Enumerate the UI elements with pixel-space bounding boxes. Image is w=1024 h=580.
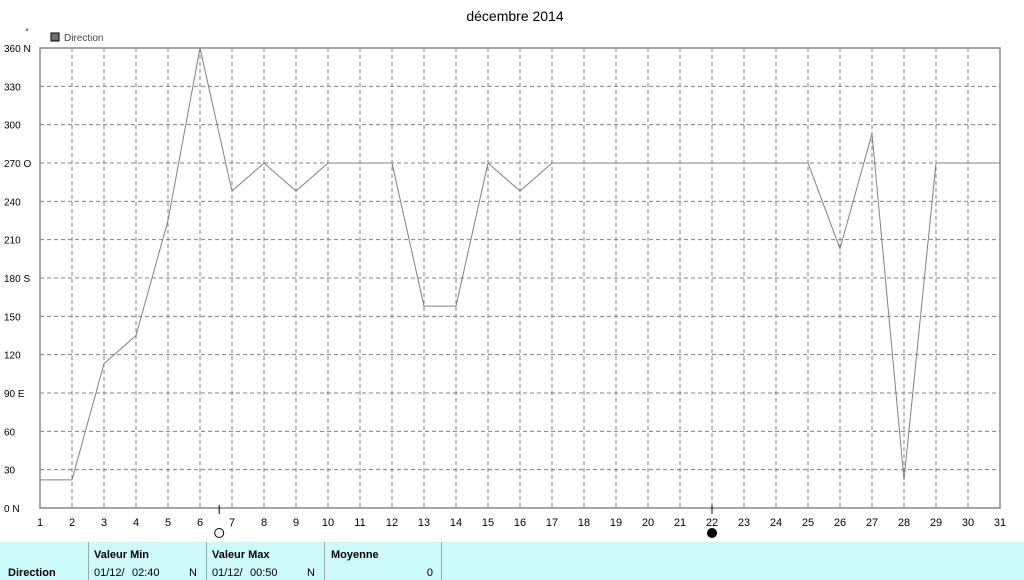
- legend: Direction: [50, 32, 103, 44]
- x-tick-label: 17: [546, 517, 558, 529]
- plot-frame: [39, 47, 1001, 509]
- stats-divider: [324, 542, 325, 580]
- x-tick-label: 30: [962, 517, 974, 529]
- y-tick-label: 0 N: [4, 504, 20, 515]
- y-tick-label: 360 N: [4, 44, 31, 55]
- x-tick-label: 25: [802, 517, 814, 529]
- stats-max-cell: Valeur Max 01/12/ 00:50 N: [207, 542, 324, 580]
- x-tick-label: 21: [674, 517, 686, 529]
- stats-max-time: 00:50: [250, 567, 278, 579]
- full-moon-icon: [214, 528, 225, 538]
- y-tick-label: 330: [4, 82, 21, 93]
- x-tick-label: 4: [133, 517, 139, 529]
- x-tick-label: 5: [165, 517, 171, 529]
- stats-max-date: 01/12/: [212, 567, 243, 579]
- x-tick-label: 8: [261, 517, 267, 529]
- y-tick-label: 180 S: [4, 274, 30, 285]
- stats-divider: [206, 542, 207, 580]
- stats-avg-header: Moyenne: [331, 549, 379, 561]
- x-tick-label: 18: [578, 517, 590, 529]
- x-tick-label: 14: [450, 517, 462, 529]
- x-tick-label: 31: [994, 517, 1006, 529]
- x-tick-label: 29: [930, 517, 942, 529]
- stats-min-value: N: [189, 567, 197, 579]
- y-tick-label: 210: [4, 236, 21, 247]
- y-tick-label: 300: [4, 121, 21, 132]
- x-tick-label: 1: [37, 517, 43, 529]
- y-tick-label: 120: [4, 351, 21, 362]
- x-tick-label: 9: [293, 517, 299, 529]
- y-tick-label: 270 O: [4, 159, 31, 170]
- new-moon-icon: [707, 528, 717, 538]
- series-line-direction: [40, 47, 1000, 481]
- x-tick-label: 16: [514, 517, 526, 529]
- stats-avg-value: 0: [426, 567, 433, 579]
- y-tick-label: 90 E: [4, 389, 25, 400]
- chart-title: décembre 2014: [466, 8, 564, 24]
- x-tick-label: 2: [69, 517, 75, 529]
- stats-min-time: 02:40: [132, 567, 160, 579]
- stats-divider: [88, 542, 89, 580]
- x-axis: 1 2 3 4 5 6 7 8 9 10 11 12 13 14 15 16 17 18 19 20 21 22 23 24 2…: [37, 517, 1006, 529]
- y-axis-unit: °: [25, 27, 29, 37]
- stats-min-cell: Valeur Min 01/12/ 02:40 N: [89, 542, 206, 580]
- moon-phase-markers: [214, 505, 717, 538]
- y-axis: 0 N 30 60 90 E 120 150 180 S 210 240 270 O 300 330 3…: [4, 44, 31, 515]
- x-tick-label: 27: [866, 517, 878, 529]
- x-tick-label: 22: [706, 517, 718, 529]
- x-tick-label: 26: [834, 517, 846, 529]
- grid: [40, 48, 1000, 508]
- stats-divider: [441, 542, 442, 580]
- x-tick-label: 13: [418, 517, 430, 529]
- y-tick-label: 150: [4, 312, 21, 323]
- stats-avg-cell: Moyenne 0: [325, 542, 441, 580]
- x-tick-label: 28: [898, 517, 910, 529]
- stats-row-label-cell: Direction: [0, 542, 88, 580]
- x-tick-label: 20: [642, 517, 654, 529]
- x-tick-label: 24: [770, 517, 782, 529]
- x-tick-label: 7: [229, 517, 235, 529]
- stats-min-date: 01/12/: [94, 567, 125, 579]
- x-tick-label: 19: [610, 517, 622, 529]
- x-tick-label: 10: [322, 517, 334, 529]
- x-tick-label: 23: [738, 517, 750, 529]
- x-tick-label: 3: [101, 517, 107, 529]
- stats-max-value: N: [307, 567, 315, 579]
- y-tick-label: 240: [4, 197, 21, 208]
- stats-row-label: Direction: [8, 567, 56, 579]
- stats-max-header: Valeur Max: [212, 549, 270, 561]
- x-tick-label: 11: [354, 517, 365, 529]
- y-tick-label: 60: [4, 427, 16, 438]
- x-tick-label: 15: [482, 517, 494, 529]
- x-tick-label: 6: [197, 517, 203, 529]
- legend-swatch: [50, 32, 60, 42]
- x-tick-label: 12: [386, 517, 398, 529]
- y-tick-label: 30: [4, 466, 16, 477]
- stats-min-header: Valeur Min: [94, 549, 150, 561]
- statistics-bar: Direction Valeur Min 01/12/ 02:40 N Vale…: [0, 542, 1024, 580]
- legend-label: Direction: [64, 33, 103, 44]
